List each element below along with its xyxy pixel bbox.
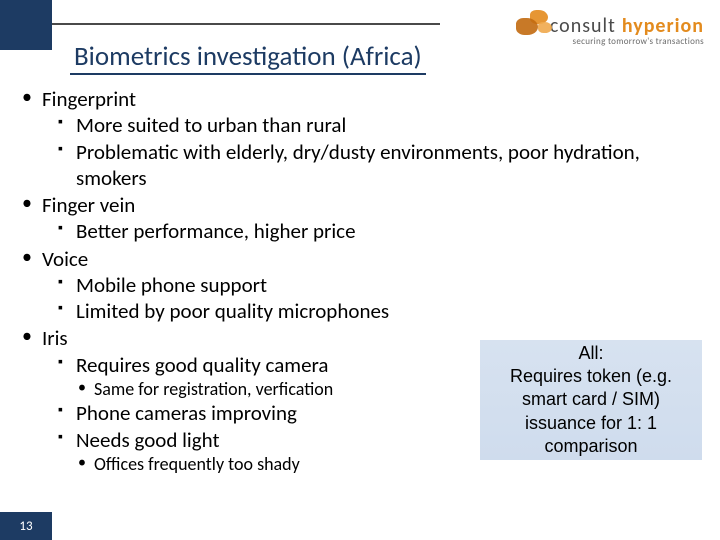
list-item-label: Requires good quality camera (76, 352, 328, 378)
logo-word-1: consult (550, 14, 616, 38)
list-level-2: More suited to urban than ruralProblemat… (56, 112, 700, 191)
list-level-2: Mobile phone supportLimited by poor qual… (56, 272, 700, 325)
list-item-label: Iris (42, 325, 68, 351)
logo-word-2: hyperion (622, 14, 704, 38)
list-item: Problematic with elderly, dry/dusty envi… (56, 139, 700, 192)
list-item-label: Phone cameras improving (76, 400, 297, 426)
list-item: VoiceMobile phone supportLimited by poor… (20, 246, 700, 325)
list-item-label: Finger vein (42, 192, 135, 218)
logo-tagline: securing tomorrow's transactions (550, 36, 704, 47)
callout-text: All:Requires token (e.g. smart card / SI… (488, 342, 694, 457)
list-item-label: More suited to urban than rural (76, 112, 346, 138)
list-item-label: Better performance, higher price (76, 218, 356, 244)
brand-logo: consult hyperion securing tomorrow's tra… (550, 14, 704, 47)
list-item: Mobile phone support (56, 272, 700, 298)
list-item-label: Problematic with elderly, dry/dusty envi… (76, 139, 640, 191)
page-title: Biometrics investigation (Africa) (70, 40, 426, 75)
list-item: FingerprintMore suited to urban than rur… (20, 86, 700, 191)
list-item-label: Mobile phone support (76, 272, 267, 298)
list-item-label: Same for registration, verfication (94, 378, 333, 400)
footer: 13 (0, 512, 720, 540)
list-item: Limited by poor quality microphones (56, 298, 700, 324)
list-item-label: Needs good light (76, 427, 220, 453)
callout-box: All:Requires token (e.g. smart card / SI… (480, 340, 702, 460)
header-accent-block (0, 0, 52, 50)
page-number: 13 (0, 512, 52, 540)
list-item-label: Fingerprint (42, 86, 136, 112)
logo-icon (494, 8, 554, 48)
list-item: Finger veinBetter performance, higher pr… (20, 192, 700, 245)
list-item-label: Voice (42, 246, 88, 272)
list-item-label: Offices frequently too shady (94, 453, 300, 475)
list-item: More suited to urban than rural (56, 112, 700, 138)
list-item-label: Limited by poor quality microphones (76, 298, 389, 324)
list-item: Better performance, higher price (56, 218, 700, 244)
list-level-2: Better performance, higher price (56, 218, 700, 244)
